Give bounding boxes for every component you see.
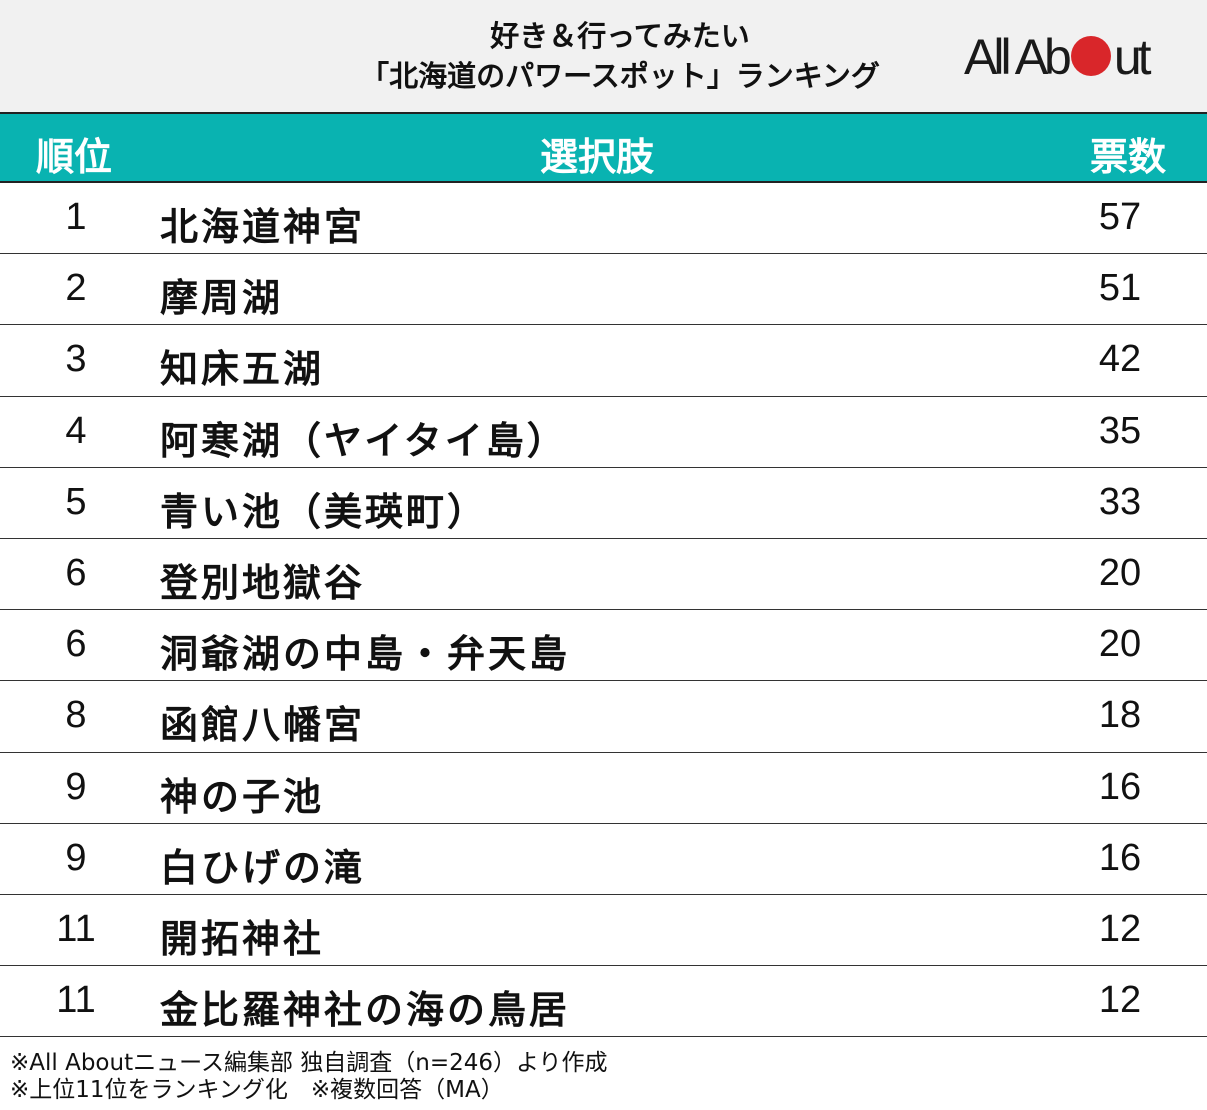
choice-cell: 洞爺湖の中島・弁天島 [160, 632, 571, 677]
rank-cell: 2 [65, 267, 87, 310]
table-row: 8 函館八幡宮 18 [0, 681, 1207, 753]
title-line-2: 「北海道のパワースポット」ランキング [360, 59, 880, 93]
table-row: 4 阿寒湖（ヤイタイ島） 35 [0, 397, 1207, 468]
votes-cell: 35 [1098, 409, 1142, 452]
votes-cell: 12 [1098, 979, 1142, 1022]
choice-cell: 登別地獄谷 [160, 560, 366, 605]
choice-cell: 青い池（美瑛町） [160, 489, 489, 534]
choice-cell: 摩周湖 [160, 276, 284, 321]
rank-cell: 6 [65, 623, 87, 666]
rank-cell: 5 [65, 480, 87, 523]
column-header-rank: 順位 [36, 135, 113, 179]
column-header-choice: 選択肢 [540, 135, 655, 179]
table-row: 6 洞爺湖の中島・弁天島 20 [0, 610, 1207, 682]
rank-cell: 1 [65, 196, 87, 238]
table-row: 9 神の子池 16 [0, 753, 1207, 824]
table-row: 9 白ひげの滝 16 [0, 824, 1207, 895]
choice-cell: 阿寒湖（ヤイタイ島） [160, 418, 568, 463]
choice-cell: 開拓神社 [160, 916, 325, 961]
chart-title: 好き＆行ってみたい 「北海道のパワースポット」ランキング [300, 16, 940, 96]
votes-cell: 16 [1098, 765, 1142, 808]
table-row: 11 金比羅神社の海の鳥居 12 [0, 966, 1207, 1038]
choice-cell: 函館八幡宮 [160, 703, 366, 748]
table-header: 順位 選択肢 票数 [0, 112, 1207, 183]
footnote-method: ※上位11位をランキング化 ※複数回答（MA） [10, 1077, 504, 1103]
rank-cell: 11 [56, 979, 96, 1022]
choice-cell: 白ひげの滝 [160, 845, 366, 890]
ranking-table: 1 北海道神宮 57 2 摩周湖 51 3 知床五湖 42 4 阿寒湖（ヤイタイ島） 35 5 青い池（美… [0, 183, 1207, 1038]
rank-cell: 3 [65, 338, 87, 381]
votes-cell: 57 [1098, 196, 1142, 238]
choice-cell: 金比羅神社の海の鳥居 [160, 988, 571, 1033]
votes-cell: 12 [1098, 907, 1142, 950]
all-about-logo: All Ab ut [964, 29, 1152, 85]
rank-cell: 9 [65, 836, 87, 879]
footnote-source: ※All Aboutニュース編集部 独自調査（n=246）より作成 [10, 1050, 608, 1076]
title-line-1: 好き＆行ってみたい [490, 19, 750, 53]
votes-cell: 42 [1098, 338, 1142, 381]
table-row: 5 青い池（美瑛町） 33 [0, 468, 1207, 539]
votes-cell: 16 [1098, 836, 1142, 879]
footnotes: ※All Aboutニュース編集部 独自調査（n=246）より作成 ※上位11位… [10, 1050, 608, 1104]
rank-cell: 9 [65, 765, 87, 808]
votes-cell: 20 [1098, 623, 1142, 666]
title-banner: 好き＆行ってみたい 「北海道のパワースポット」ランキング All Ab ut [0, 0, 1207, 112]
votes-cell: 33 [1098, 480, 1142, 523]
table-row: 3 知床五湖 42 [0, 325, 1207, 397]
rank-cell: 11 [56, 907, 96, 950]
table-row: 6 登別地獄谷 20 [0, 539, 1207, 611]
votes-cell: 51 [1098, 267, 1142, 310]
table-row: 11 開拓神社 12 [0, 895, 1207, 967]
table-row: 2 摩周湖 51 [0, 254, 1207, 326]
table-row: 1 北海道神宮 57 [0, 183, 1207, 255]
column-header-votes: 票数 [1090, 135, 1167, 179]
choice-cell: 北海道神宮 [160, 205, 366, 249]
rank-cell: 6 [65, 551, 87, 594]
votes-cell: 18 [1098, 694, 1142, 737]
choice-cell: 神の子池 [160, 774, 325, 819]
votes-cell: 20 [1098, 551, 1142, 594]
rank-cell: 4 [65, 409, 87, 452]
choice-cell: 知床五湖 [160, 347, 325, 392]
rank-cell: 8 [65, 694, 87, 737]
